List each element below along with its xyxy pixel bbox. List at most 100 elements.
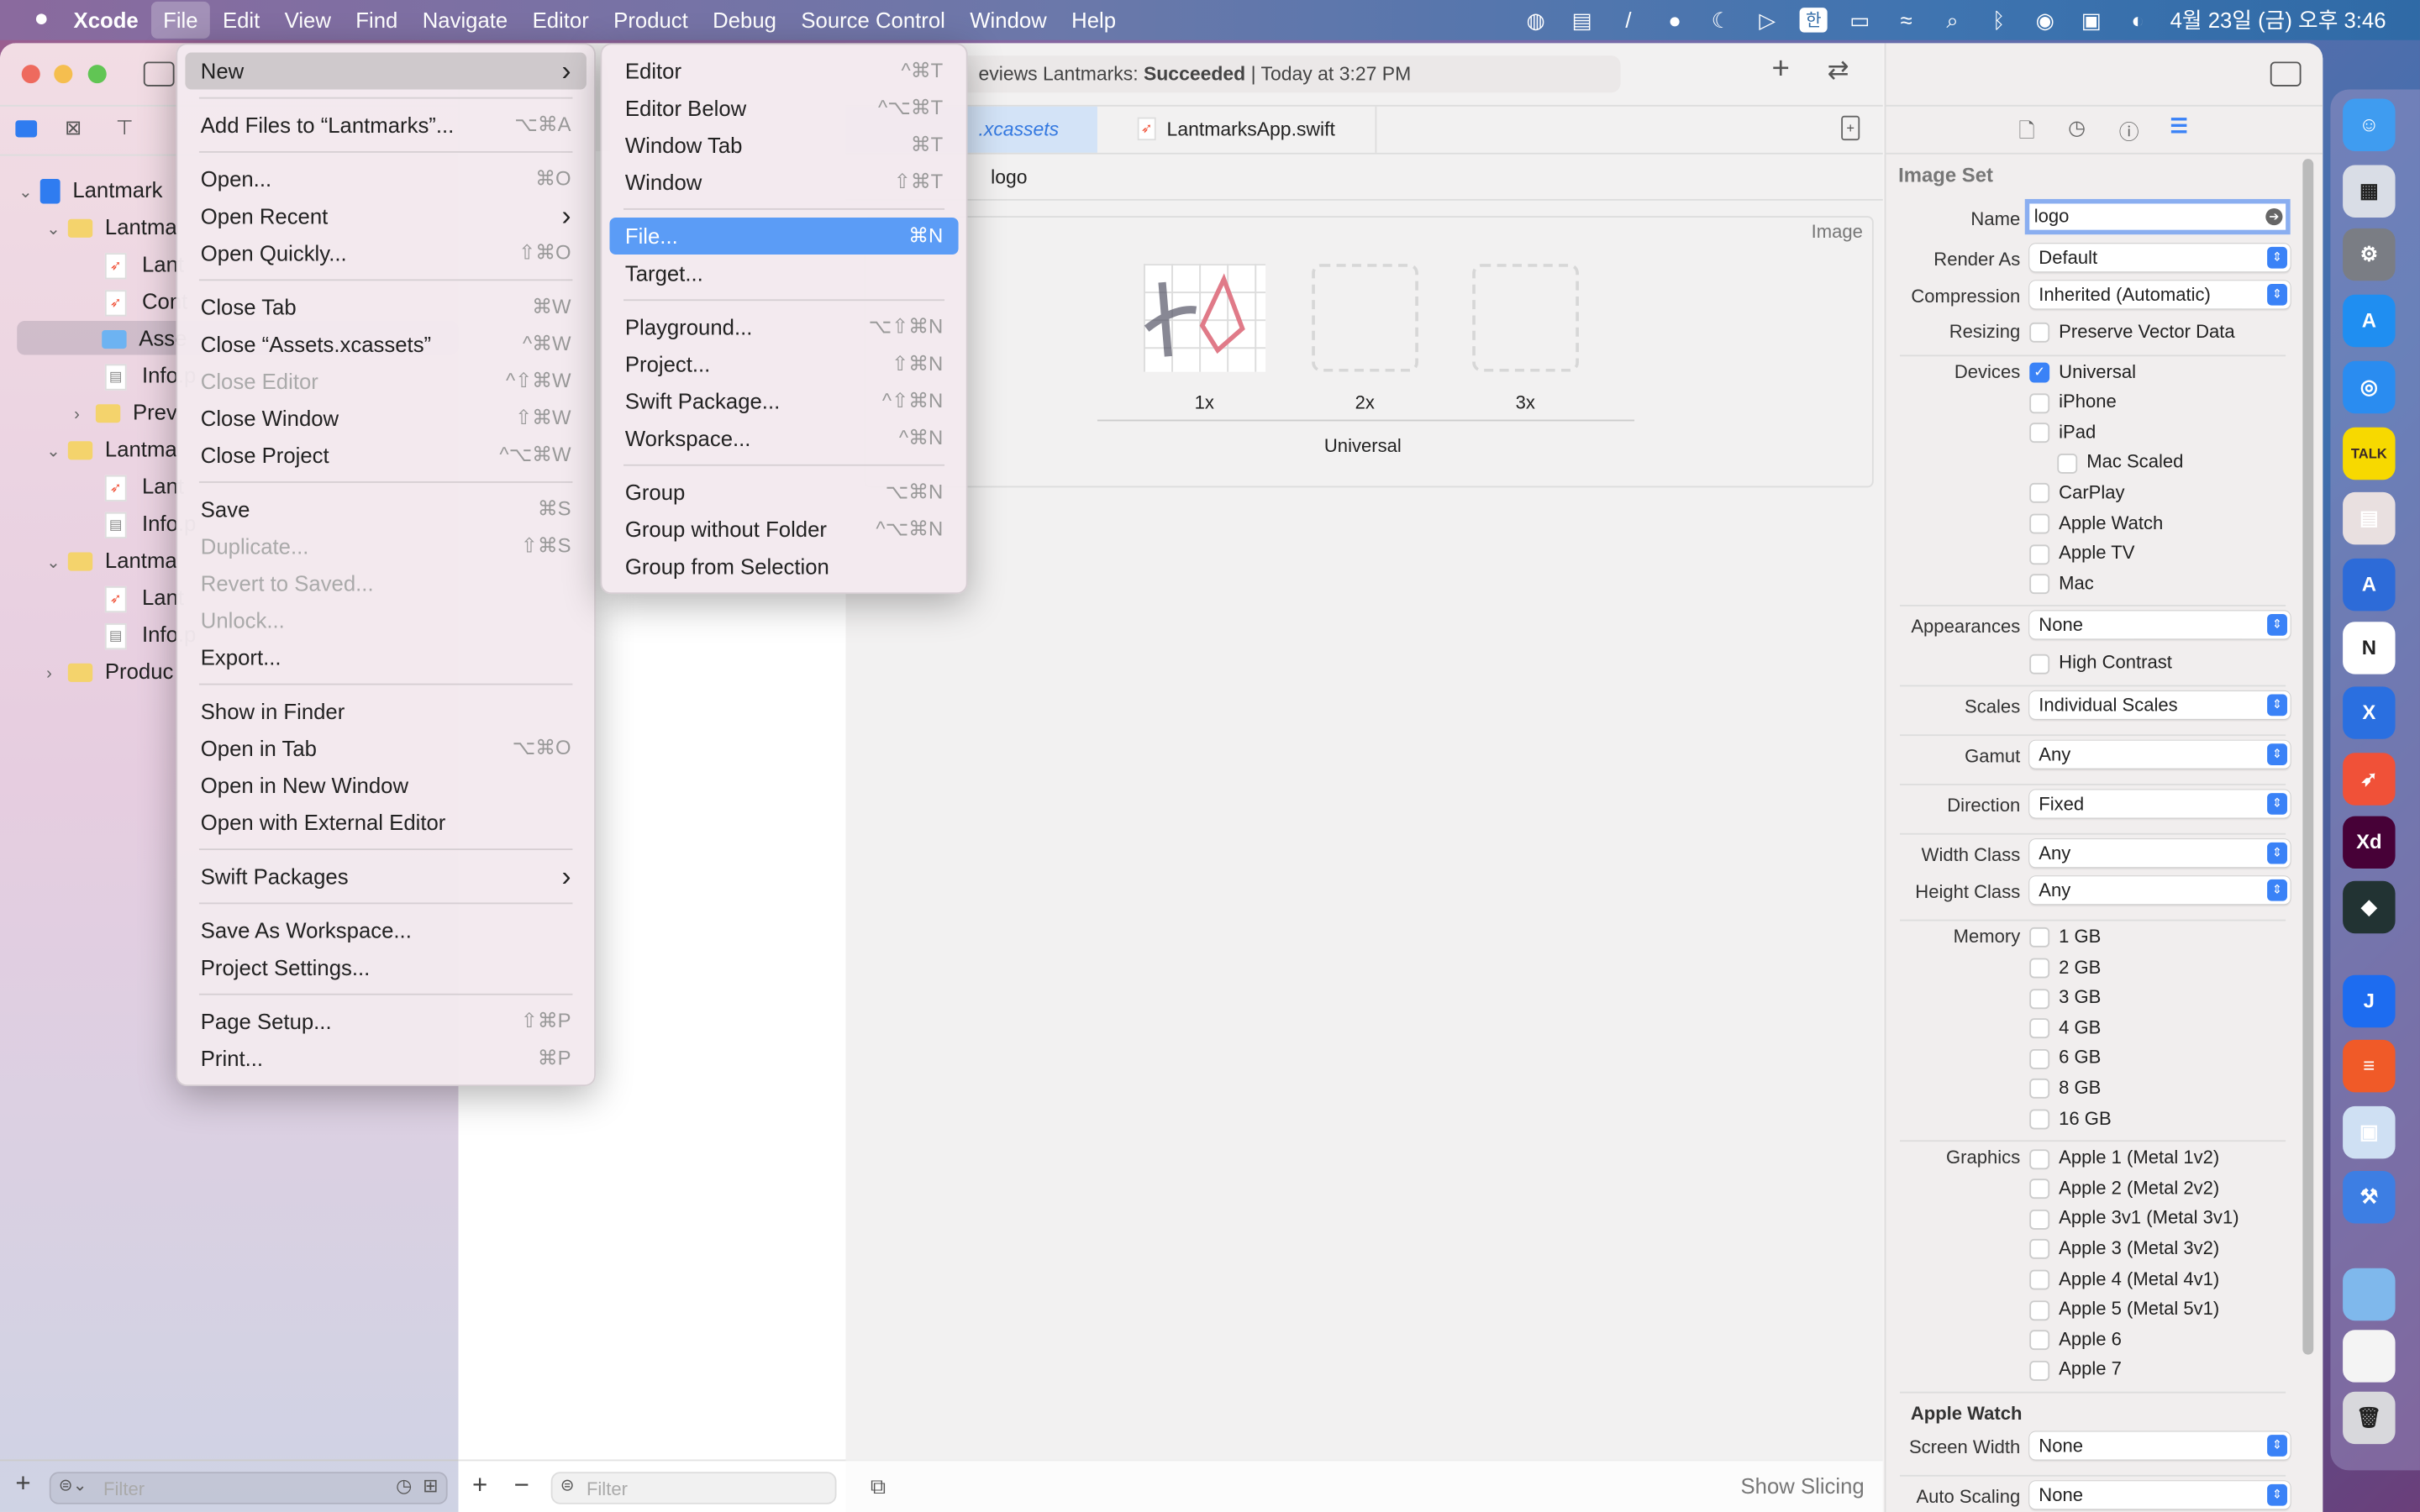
memory-checkbox[interactable]: 1 GB	[2029, 926, 2281, 948]
tree-item[interactable]: › Produc	[0, 654, 458, 688]
name-field[interactable]: logo ➔	[2029, 203, 2286, 230]
chevron-down-icon[interactable]: ⌄	[46, 443, 61, 462]
checkbox[interactable]	[2029, 1209, 2050, 1230]
tab-lantmarksapp-swift[interactable]: ➶ LantmarksApp.swift	[1097, 106, 1377, 153]
checkbox[interactable]	[2029, 1079, 2050, 1100]
menu-item-open[interactable]: Open... ⌘O	[185, 160, 587, 197]
devices-checkbox[interactable]: ✓ Universal	[2029, 360, 2281, 383]
16-gb-checkbox[interactable]: 16 GB	[2029, 1107, 2281, 1130]
menu-find[interactable]: Find	[355, 8, 398, 33]
chevron-down-icon[interactable]: ⌄	[46, 554, 61, 573]
remove-asset-button[interactable]: −	[513, 1470, 529, 1500]
asset-filter-field[interactable]: ⊜ Filter	[550, 1472, 837, 1504]
menu-item-group-without-folder[interactable]: Group without Folder ^⌥⌘N	[609, 511, 958, 548]
menu-item-swift-packages[interactable]: Swift Packages ›	[185, 858, 587, 895]
siri-icon[interactable]: ◐	[2131, 8, 2144, 33]
menu-item-file[interactable]: File... ⌘N	[609, 217, 959, 255]
image-slot-1x[interactable]	[1143, 264, 1266, 372]
auto-scaling-popup[interactable]: None ⇕	[2029, 1481, 2291, 1509]
navigator-filter-field[interactable]: ⊜⌄ Filter ◷ ⊞	[49, 1472, 448, 1504]
library-plus-icon[interactable]: +	[1771, 52, 1790, 87]
menu-item-page-setup[interactable]: Page Setup... ⇧⌘P	[185, 1003, 587, 1040]
checkbox[interactable]	[2029, 1179, 2050, 1200]
dock-finder-icon[interactable]: ☺	[2343, 98, 2396, 151]
dock-kakaotalk-icon[interactable]: TALK	[2343, 427, 2396, 480]
checkbox[interactable]	[2029, 513, 2050, 534]
dock-system-preferences-icon[interactable]: ⚙	[2343, 228, 2396, 281]
menu-item-add-files-to-lantmarks[interactable]: Add Files to “Lantmarks”... ⌥⌘A	[185, 107, 587, 144]
menu-item-project-settings[interactable]: Project Settings...	[185, 949, 587, 986]
width-class-popup[interactable]: Any ⇕	[2029, 839, 2291, 868]
dock-trash-icon[interactable]: 🗑	[2343, 1391, 2396, 1445]
render-as-popup[interactable]: Default ⇕	[2029, 244, 2291, 272]
play-icon[interactable]: ▷	[1759, 7, 1776, 32]
apple-3v1-metal-3v1--checkbox[interactable]: Apple 3v1 (Metal 3v1)	[2029, 1207, 2281, 1230]
checkbox[interactable]	[2029, 1360, 2050, 1381]
code-review-icon[interactable]: ⇄	[1827, 55, 1849, 86]
show-overview-icon[interactable]: ⧉	[870, 1473, 886, 1499]
dock-app-store-icon[interactable]: A	[2343, 294, 2396, 348]
tree-item[interactable]: ⌄ Lantmark	[0, 173, 458, 207]
checkbox[interactable]	[2029, 483, 2050, 504]
tree-item[interactable]: ⌄ Lantma	[0, 432, 458, 465]
apple-tv-checkbox[interactable]: Apple TV	[2029, 542, 2281, 564]
apple-5-metal-5v1--checkbox[interactable]: Apple 5 (Metal 5v1)	[2029, 1298, 2281, 1320]
menu-item-group-from-selection[interactable]: Group from Selection	[609, 548, 958, 585]
input-method-icon[interactable]: 한	[1799, 8, 1828, 33]
source-control-navigator-icon[interactable]: ⊠	[65, 115, 82, 139]
chevron-down-icon[interactable]: ⌄	[18, 183, 33, 202]
chevron-down-icon[interactable]: ⌄	[46, 220, 61, 239]
dock-app-icon[interactable]: ≡	[2343, 1039, 2396, 1093]
checkbox[interactable]	[2029, 1109, 2050, 1130]
3-gb-checkbox[interactable]: 3 GB	[2029, 986, 2281, 1009]
image-slot-3x[interactable]	[1472, 264, 1579, 372]
2-gb-checkbox[interactable]: 2 GB	[2029, 956, 2281, 979]
airdrop-icon[interactable]: ◉	[2035, 7, 2055, 32]
menu-item-open-in-new-window[interactable]: Open in New Window	[185, 767, 587, 804]
minimize-window-button[interactable]	[54, 65, 73, 84]
4-gb-checkbox[interactable]: 4 GB	[2029, 1016, 2281, 1039]
menu-help[interactable]: Help	[1071, 8, 1117, 33]
menu-debug[interactable]: Debug	[713, 8, 776, 33]
menu-item-close-tab[interactable]: Close Tab ⌘W	[185, 288, 587, 325]
search-icon[interactable]: ⌕	[1946, 7, 1959, 32]
apple-2-metal-2v2--checkbox[interactable]: Apple 2 (Metal 2v2)	[2029, 1177, 2281, 1200]
add-file-button[interactable]: +	[15, 1468, 31, 1499]
wifi-icon[interactable]: ≈	[1900, 8, 1912, 33]
menu-item-export[interactable]: Export...	[185, 638, 587, 675]
iphone-checkbox[interactable]: iPhone	[2029, 391, 2281, 413]
mac-checkbox[interactable]: Mac	[2029, 572, 2281, 595]
clock[interactable]: 4월 23일 (금) 오후 3:46	[2170, 8, 2386, 33]
dock-notion-icon[interactable]: N	[2343, 622, 2396, 675]
mac-scaled-checkbox[interactable]: Mac Scaled	[2057, 451, 2308, 474]
8-gb-checkbox[interactable]: 8 GB	[2029, 1077, 2281, 1100]
show-slicing-button[interactable]: Show Slicing	[1740, 1473, 1865, 1499]
dock-folder-icon[interactable]	[2343, 1268, 2396, 1321]
pen-icon[interactable]: /	[1625, 8, 1632, 33]
tree-item[interactable]: ⌄ Lantma	[0, 210, 458, 244]
chevron-right-icon[interactable]: ›	[46, 664, 52, 684]
menu-item-save-as-workspace[interactable]: Save As Workspace...	[185, 911, 587, 948]
menu-editor[interactable]: Editor	[532, 8, 589, 33]
menu-navigate[interactable]: Navigate	[422, 8, 508, 33]
menu-source-control[interactable]: Source Control	[801, 8, 945, 33]
menu-item-open-quickly[interactable]: Open Quickly... ⇧⌘O	[185, 234, 587, 271]
checkbox[interactable]	[2029, 323, 2050, 344]
checkbox[interactable]	[2029, 423, 2050, 444]
menu-item-open-with-external-editor[interactable]: Open with External Editor	[185, 804, 587, 841]
chevron-right-icon[interactable]: ›	[74, 406, 80, 425]
tree-item[interactable]: ⌄ Lantma	[0, 543, 458, 577]
creative-cloud-icon[interactable]: ◍	[1526, 7, 1545, 32]
go-icon[interactable]: ➔	[2265, 207, 2283, 226]
checkbox[interactable]	[2029, 1048, 2050, 1069]
help-inspector-icon[interactable]: ⓘ	[2118, 120, 2139, 144]
menu-product[interactable]: Product	[613, 8, 688, 33]
menu-item-show-in-finder[interactable]: Show in Finder	[185, 693, 587, 730]
checkbox[interactable]	[2029, 1269, 2050, 1290]
menu-item-editor-below[interactable]: Editor Below ^⌥⌘T	[609, 90, 958, 127]
menu-window[interactable]: Window	[970, 8, 1047, 33]
checkbox[interactable]	[2029, 1239, 2050, 1260]
dock-xcode-icon[interactable]: ⚒	[2343, 1171, 2396, 1224]
dock-document-icon[interactable]	[2343, 1330, 2396, 1383]
file-inspector-icon[interactable]: 🗋	[2018, 118, 2035, 142]
